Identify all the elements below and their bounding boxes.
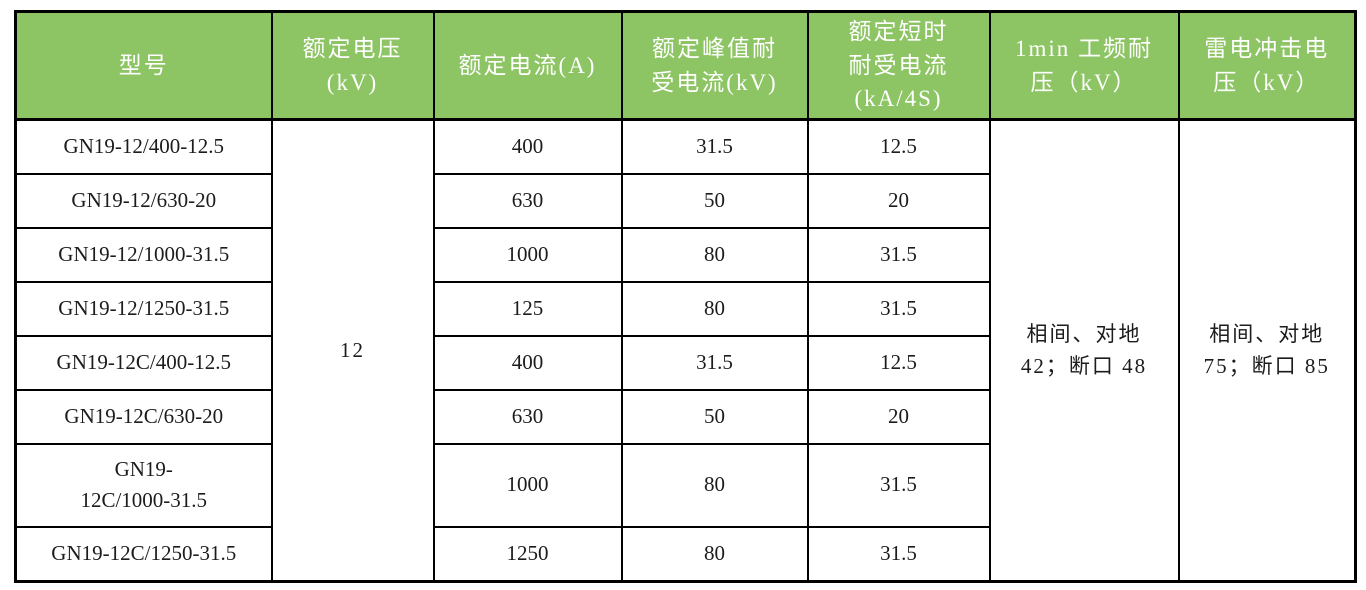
table-row: GN19-12/400-12.5 12 400 31.5 12.5 相间、对地 … bbox=[14, 118, 1357, 583]
peak-cell: 80 bbox=[620, 280, 809, 337]
current-cell: 630 bbox=[432, 388, 623, 445]
table-row: GN19-12/1250-31.5 125 80 31.5 bbox=[14, 280, 1356, 337]
model-cell: GN19-12/400-12.5 bbox=[14, 118, 273, 175]
table-row: GN19- 12C/1000-31.5 1000 80 31.5 bbox=[14, 442, 1356, 528]
current-cell: 400 bbox=[432, 334, 623, 391]
short-time-cell: 31.5 bbox=[806, 280, 991, 337]
peak-cell: 50 bbox=[620, 172, 809, 229]
peak-cell: 80 bbox=[620, 442, 809, 528]
current-cell: 1000 bbox=[432, 226, 623, 283]
short-time-cell: 12.5 bbox=[806, 334, 991, 391]
header-rated-voltage: 额定电压 (kV) bbox=[270, 10, 435, 121]
model-cell: GN19-12/630-20 bbox=[14, 172, 273, 229]
power-freq-withstand-cell: 相间、对地 42；断口 48 bbox=[988, 118, 1180, 583]
short-time-cell: 20 bbox=[806, 388, 991, 445]
current-cell: 1000 bbox=[432, 442, 623, 528]
table-row: GN19-12C/400-12.5 400 31.5 12.5 bbox=[14, 334, 1356, 391]
table-row: GN19-12C/630-20 630 50 20 bbox=[14, 388, 1356, 445]
model-cell: GN19-12/1250-31.5 bbox=[14, 280, 273, 337]
short-time-cell: 31.5 bbox=[806, 442, 991, 528]
model-cell: GN19-12C/1250-31.5 bbox=[14, 525, 273, 583]
model-cell: GN19- 12C/1000-31.5 bbox=[14, 442, 273, 528]
table-row: GN19-12C/1250-31.5 1250 80 31.5 bbox=[14, 525, 1356, 583]
peak-cell: 31.5 bbox=[620, 334, 809, 391]
header-lightning-impulse-voltage: 雷电冲击电 压（kV） bbox=[1177, 10, 1357, 121]
short-time-cell: 12.5 bbox=[806, 118, 991, 175]
header-rated-current: 额定电流(A) bbox=[432, 10, 623, 121]
short-time-cell: 20 bbox=[806, 172, 991, 229]
table-row: GN19-12/1000-31.5 1000 80 31.5 bbox=[14, 226, 1356, 283]
header-model: 型号 bbox=[14, 10, 273, 121]
rated-voltage-cell: 12 bbox=[270, 118, 435, 583]
short-time-cell: 31.5 bbox=[806, 226, 991, 283]
header-power-frequency-withstand-voltage: 1min 工频耐 压（kV） bbox=[988, 10, 1180, 121]
peak-cell: 50 bbox=[620, 388, 809, 445]
peak-cell: 31.5 bbox=[620, 118, 809, 175]
model-cell: GN19-12C/400-12.5 bbox=[14, 334, 273, 391]
peak-cell: 80 bbox=[620, 226, 809, 283]
peak-cell: 80 bbox=[620, 525, 809, 583]
model-cell: GN19-12C/630-20 bbox=[14, 388, 273, 445]
model-cell: GN19-12/1000-31.5 bbox=[14, 226, 273, 283]
short-time-cell: 31.5 bbox=[806, 525, 991, 583]
table-row: GN19-12/630-20 630 50 20 bbox=[14, 172, 1356, 229]
header-row: 型号 额定电压 (kV) 额定电流(A) 额定峰值耐 受电流(kV) 额定短时 … bbox=[14, 10, 1357, 121]
spec-table: 型号 额定电压 (kV) 额定电流(A) 额定峰值耐 受电流(kV) 额定短时 … bbox=[14, 10, 1357, 583]
header-peak-withstand-current: 额定峰值耐 受电流(kV) bbox=[620, 10, 809, 121]
current-cell: 1250 bbox=[432, 525, 623, 583]
current-cell: 630 bbox=[432, 172, 623, 229]
lightning-impulse-cell: 相间、对地 75；断口 85 bbox=[1177, 118, 1357, 583]
header-short-time-withstand-current: 额定短时 耐受电流 (kA/4S) bbox=[806, 10, 991, 121]
table-header: 型号 额定电压 (kV) 额定电流(A) 额定峰值耐 受电流(kV) 额定短时 … bbox=[14, 10, 1357, 121]
current-cell: 400 bbox=[432, 118, 623, 175]
table-body: GN19-12/400-12.5 12 400 31.5 12.5 相间、对地 … bbox=[14, 118, 1357, 583]
current-cell: 125 bbox=[432, 280, 623, 337]
